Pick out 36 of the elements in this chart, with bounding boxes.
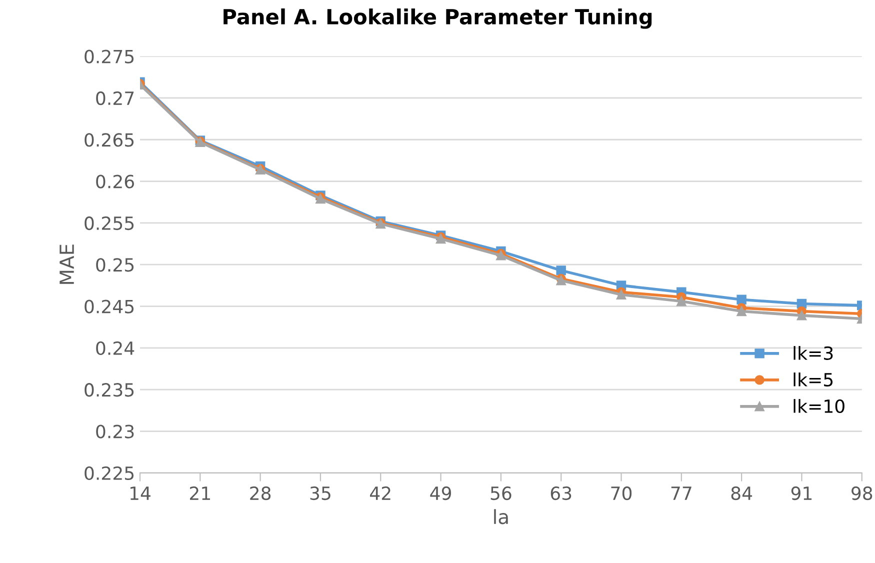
x-tick-label: 14 xyxy=(130,486,150,500)
x-axis-title: la xyxy=(494,509,508,524)
x-tick-label: 28 xyxy=(250,486,271,500)
x-tick-label: 21 xyxy=(190,486,210,500)
x-tick-label: 84 xyxy=(731,486,752,500)
point xyxy=(796,310,807,320)
x-tick-label: 35 xyxy=(310,486,330,500)
x-tick-label: 49 xyxy=(430,486,451,500)
legend-label: lk=5 xyxy=(794,372,833,387)
point xyxy=(676,296,686,306)
point xyxy=(736,306,746,316)
y-tick-label: 0.23 xyxy=(96,424,134,438)
x-tick-label: 42 xyxy=(370,486,390,500)
y-tick-label: 0.235 xyxy=(84,383,134,397)
y-axis-title: MAE xyxy=(60,244,74,284)
y-tick-label: 0.26 xyxy=(96,174,134,188)
x-tick-label: 56 xyxy=(490,486,512,500)
y-tick-label: 0.265 xyxy=(84,133,134,147)
y-tick-label: 0.225 xyxy=(84,466,134,480)
point xyxy=(736,294,746,304)
point xyxy=(616,290,626,300)
x-tick-label: 91 xyxy=(791,486,812,500)
y-tick-label: 0.27 xyxy=(96,91,134,106)
y-tick-label: 0.245 xyxy=(84,300,134,314)
x-tick-label: 77 xyxy=(671,486,692,500)
y-tick-label: 0.25 xyxy=(96,258,134,272)
x-tick-label: 63 xyxy=(550,486,572,500)
chart-title: Panel A. Lookalike Parameter Tuning xyxy=(224,8,652,29)
y-tick-label: 0.255 xyxy=(84,216,134,230)
legend-label: lk=3 xyxy=(794,346,833,360)
y-tick-label: 0.275 xyxy=(84,50,134,64)
legend-label: lk=10 xyxy=(794,399,844,414)
point xyxy=(556,266,566,276)
x-tick-label: 98 xyxy=(852,486,872,500)
x-tick-label: 70 xyxy=(611,486,632,500)
y-tick-label: 0.24 xyxy=(96,341,134,356)
